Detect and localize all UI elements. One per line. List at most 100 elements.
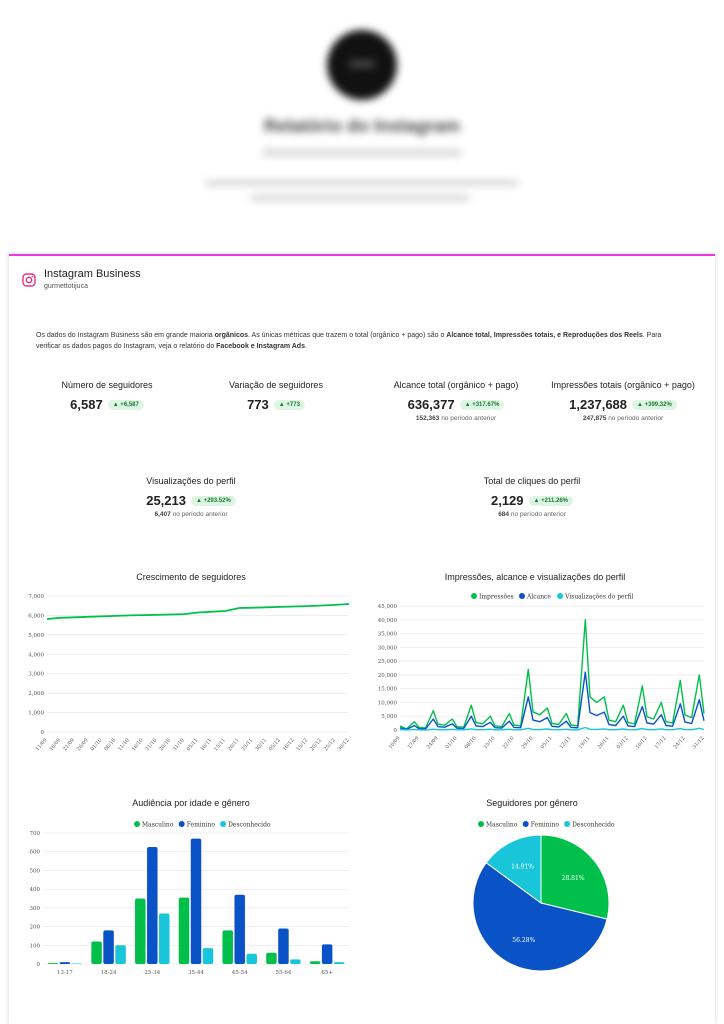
x-tick-label: 10/09 <box>388 735 402 750</box>
blurred-description-2 <box>250 195 470 201</box>
x-tick-label: 25/12 <box>323 737 337 752</box>
kpi-change-badge: ▲ +293.52% <box>190 495 236 506</box>
legend-label: Desconhecido <box>572 822 615 829</box>
x-tick-label: 25/11 <box>241 737 255 752</box>
bar-13-17-desconhecido <box>71 963 83 964</box>
x-tick-label: 20/11 <box>227 737 241 752</box>
pie-slice-desconhecido <box>485 834 542 904</box>
kpi-total-reach: Alcance total (orgânico + pago) 636,377 ▲… <box>371 380 541 422</box>
followers-line <box>46 603 350 620</box>
instagram-business-section: Instagram Business gurmettotijuca Os dad… <box>9 254 715 1024</box>
x-tick-label: 26/09 <box>76 737 90 752</box>
kpi-value: 1,237,688 <box>569 397 628 412</box>
gender-pie-chart: Masculino Feminino Desconhecido 28.81% 56.28… <box>472 821 615 972</box>
x-tick-label: 45-54 <box>232 970 248 976</box>
kpi-value: 636,377 <box>407 397 455 412</box>
bar-18-24-feminino <box>103 930 114 964</box>
bar-45-54-desconhecido <box>246 953 257 964</box>
x-tick-label: 65+ <box>321 970 333 976</box>
legend-label: Impressões <box>479 594 514 601</box>
y-tick-label: 20,000 <box>378 673 398 679</box>
x-tick-label: 24/12 <box>673 735 687 750</box>
bar-65+-feminino <box>321 944 333 964</box>
x-tick-label: 10/11 <box>199 737 213 752</box>
y-tick-label: 600 <box>30 850 41 856</box>
kpi-title: Número de seguidores <box>61 380 153 390</box>
bar-13-17-masculino <box>47 963 59 964</box>
y-tick-label: 0 <box>41 730 45 736</box>
account-logo <box>327 30 397 100</box>
pie-slice-label: 14.91% <box>511 864 534 871</box>
x-tick-label: 11/10 <box>117 737 131 752</box>
bar-45-54-feminino <box>234 894 245 964</box>
y-tick-label: 5,000 <box>381 714 397 720</box>
kpi-title: Visualizações do perfil <box>146 476 236 486</box>
bar-35-44-masculino <box>178 897 190 964</box>
y-tick-label: 7,000 <box>28 594 44 600</box>
x-tick-label: 26/11 <box>597 735 611 750</box>
x-tick-label: 18-24 <box>101 970 117 976</box>
x-tick-label: 25-34 <box>144 970 160 976</box>
x-tick-label: 05/11 <box>540 735 554 750</box>
x-tick-label: 08/10 <box>464 735 478 750</box>
y-tick-label: 700 <box>30 831 41 837</box>
kpi-title: Impressões totais (orgânico + pago) <box>551 380 695 390</box>
x-tick-label: 21/09 <box>62 737 76 752</box>
bar-25-34-masculino <box>135 898 146 964</box>
bar-13-17-feminino <box>59 962 71 964</box>
x-tick-label: 16/10 <box>131 737 145 752</box>
bar-55-64-feminino <box>278 928 289 964</box>
kpi-followers: Número de seguidores 6,587 ▲ +6,587 <box>27 380 187 412</box>
kpi-profile-views: Visualizações do perfil 25,213 ▲ +293.52%… <box>101 476 281 518</box>
pie-slice-feminino <box>472 862 608 972</box>
x-tick-label: 05/11 <box>186 737 200 752</box>
y-tick-label: 100 <box>30 943 41 949</box>
legend-marker <box>522 821 529 827</box>
kpi-title: Total de cliques do perfil <box>483 476 581 486</box>
section-title: Instagram Business <box>44 268 141 280</box>
account-handle: gurmettotijuca <box>44 283 88 290</box>
x-tick-label: 19/11 <box>578 735 592 750</box>
legend-label: Feminino <box>187 822 216 829</box>
impressions-chart: Impressões Alcance Visualizações do perfil… <box>378 593 706 750</box>
legend-marker <box>220 821 227 827</box>
bar-65+-desconhecido <box>333 962 345 964</box>
chart-title-audience: Audiência por idade e gênero <box>132 798 250 808</box>
x-tick-label: 16/09 <box>48 737 62 752</box>
x-tick-label: 15/10 <box>483 735 497 750</box>
y-tick-label: 0 <box>37 962 41 968</box>
x-tick-label: 20/12 <box>309 737 323 752</box>
y-tick-label: 2,000 <box>28 691 44 697</box>
legend-label: Masculino <box>142 822 174 829</box>
y-tick-label: 0 <box>394 728 398 734</box>
x-tick-label: 05/12 <box>268 737 282 752</box>
x-tick-label: 30/11 <box>254 737 268 752</box>
kpi-previous-period: 152,363 no período anterior <box>415 415 497 422</box>
y-tick-label: 30,000 <box>378 645 398 651</box>
legend-label: Visualizações do perfil <box>564 594 633 601</box>
kpi-previous-period: 247,875 no período anterior <box>582 415 664 422</box>
y-tick-label: 5,000 <box>28 633 44 639</box>
blurred-subtitle <box>262 149 462 156</box>
x-tick-label: 13-17 <box>57 970 73 976</box>
pie-slice-label: 28.81% <box>562 875 585 882</box>
y-tick-label: 45,000 <box>378 604 398 610</box>
info-note: Os dados do Instagram Business são em gr… <box>36 332 662 350</box>
kpi-change-badge: ▲ +6,587 <box>107 399 144 410</box>
bar-18-24-masculino <box>91 941 102 964</box>
x-tick-label: 17/12 <box>654 735 668 750</box>
kpi-previous-period: 684 no período anterior <box>498 511 566 518</box>
x-tick-label: 01/10 <box>90 737 104 752</box>
legend-marker <box>134 821 140 827</box>
chart-title-impressions: Impressões, alcance e visualizações do p… <box>444 572 626 582</box>
x-tick-label: 15/11 <box>213 737 227 752</box>
x-tick-label: 10/12 <box>635 735 649 750</box>
series-line-1 <box>399 619 705 730</box>
audience-chart: Masculino Feminino Desconhecido 0 100 200 300 4… <box>30 821 349 976</box>
y-tick-label: 4,000 <box>28 652 44 658</box>
x-tick-label: 35-44 <box>188 970 204 976</box>
legend-label: Alcance <box>526 594 551 601</box>
legend-marker <box>178 821 185 827</box>
kpi-change-badge: ▲ +399.32% <box>632 399 677 410</box>
kpi-followers-variation: Variação de seguidores 773 ▲ +773 <box>196 380 356 412</box>
